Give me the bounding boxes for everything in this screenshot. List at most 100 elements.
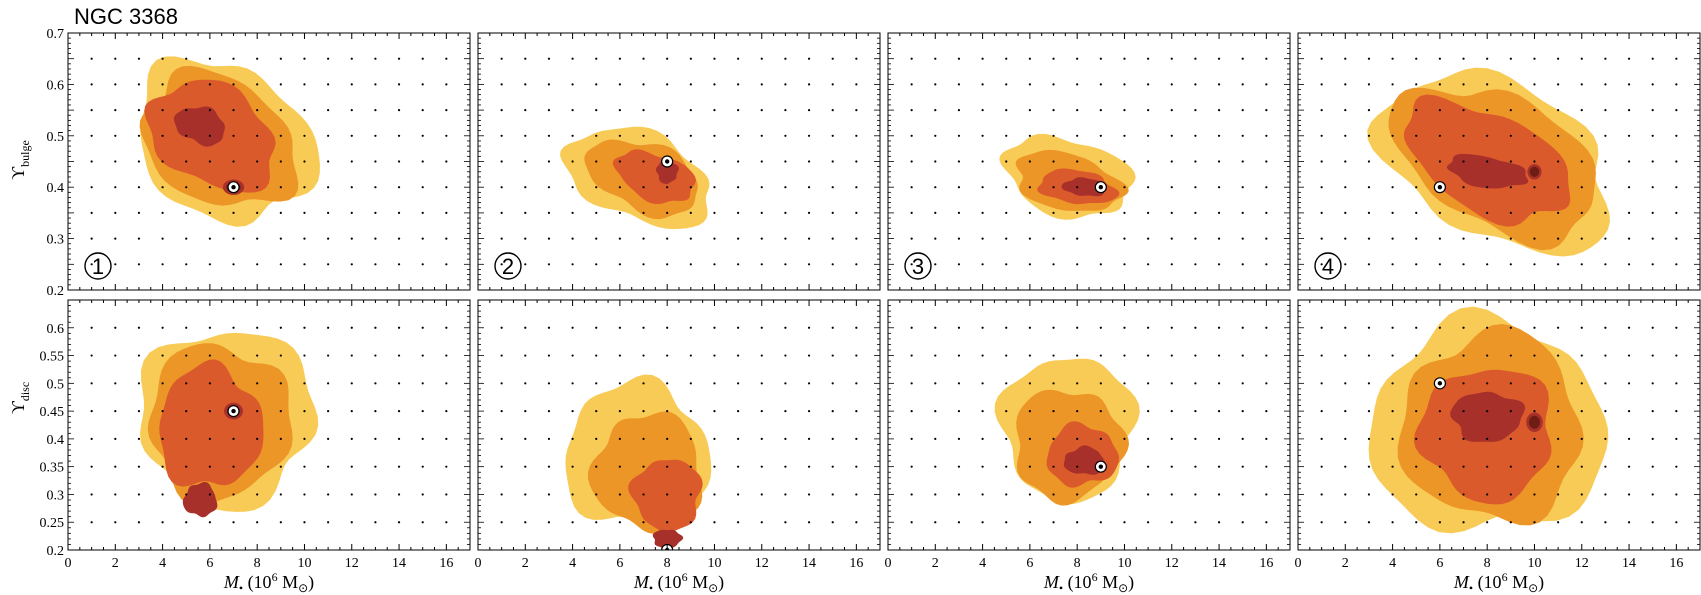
x-axis-units: (10 [653,572,682,593]
grid-dot [713,263,716,266]
grid-dot [1076,160,1079,163]
confidence-level-3 [628,459,703,533]
y-ticks [1298,299,1700,551]
grid-dot [1005,493,1008,496]
grid-dot [1675,382,1678,385]
confidence-level-4 [1061,177,1105,197]
grid-dot [1241,263,1244,266]
grid-dot [1462,109,1465,112]
contour-region [999,133,1136,220]
grid-dot [1533,382,1536,385]
grid-dot [1005,237,1008,240]
grid-dot [1028,211,1031,214]
grid-dot [1627,211,1631,214]
grid-dot [666,326,669,329]
y-tick-label: 0.3 [47,233,65,248]
grid-dot [1438,186,1441,189]
grid-dot [208,382,211,385]
grid-dot [232,211,235,214]
grid-dot [208,109,211,112]
confidence-level-4 [1446,153,1529,189]
grid-dot [981,382,984,385]
grid-dot [910,211,913,214]
grid-dot [90,134,93,137]
grid-dot [1580,186,1583,189]
grid-dot [1147,263,1150,266]
grid-dot [713,160,716,163]
x-axis-symbol: M [1043,572,1060,592]
grid-dot [855,186,858,189]
grid-dot [618,211,621,214]
grid-dot [500,410,503,413]
x-tick-label: 8 [1484,556,1491,571]
grid-dot [957,186,961,189]
grid-dot [1533,410,1536,413]
grid-dot [737,493,740,496]
grid-dot [1533,57,1536,60]
grid-dot [760,465,763,468]
grid-dot [1533,186,1536,189]
grid-dot [760,211,763,214]
grid-dot [760,326,763,329]
grid-dot [1265,410,1268,413]
grid-dot [256,109,259,112]
grid-dot [1344,326,1347,329]
grid-dot [855,437,858,440]
y-tick-label: 0.3 [47,488,65,503]
grid-dot [1509,211,1512,214]
grid-dot [1627,160,1631,163]
grid-dot [1344,134,1347,137]
confidence-level-3 [159,359,264,487]
grid-dot [595,134,598,137]
grid-dot [90,263,93,266]
grid-dot [303,263,306,266]
grid-dot [1123,109,1126,112]
grid-dot [445,382,448,385]
grid-dot [957,237,961,240]
grid-dot [1028,83,1031,86]
grid-dot [137,83,141,86]
grid-dot [1265,83,1268,86]
x-axis-close: ) [308,572,314,593]
grid-dot [831,57,834,60]
grid-dot [689,410,692,413]
grid-dot [1344,521,1347,524]
grid-dot [689,134,692,137]
chart-panel-disc-4: 0 2 4 6 8 10 12 14 16 [1295,299,1701,571]
grid-dot [1265,160,1268,163]
grid-dot [397,521,401,524]
grid-dot [1099,186,1102,189]
grid-dot [957,465,961,468]
grid-dot [957,326,961,329]
grid-dot [1123,237,1126,240]
grid-dot [1052,437,1055,440]
grid-dot [350,465,353,468]
grid-dot [1052,186,1055,189]
grid-dot [1005,211,1008,214]
grid-dot [1344,186,1347,189]
grid-dot [500,211,503,214]
grid-dot [208,326,211,329]
x-tick-label: 2 [112,556,119,571]
grid-dot [1217,160,1221,163]
x-tick-label: 6 [1436,556,1443,571]
grid-dot [1005,263,1008,266]
grid-dot [1651,354,1654,357]
contour-region [560,126,710,230]
grid-dot [445,109,448,112]
grid-dot [1557,326,1560,329]
grid-dot [1367,109,1371,112]
grid-dot [1580,493,1583,496]
grid-dot [1123,465,1126,468]
grid-dots [910,326,1268,524]
x-axis-sun: ⊙ [1528,581,1538,595]
grid-dot [807,493,811,496]
grid-dot [855,521,858,524]
grid-dot [1462,521,1465,524]
grid-dot [1076,354,1079,357]
grid-dot [397,57,401,60]
grid-dot [1580,410,1583,413]
grid-dot [737,410,740,413]
grid-dot [208,186,211,189]
x-axis-symbol: M [633,572,650,592]
